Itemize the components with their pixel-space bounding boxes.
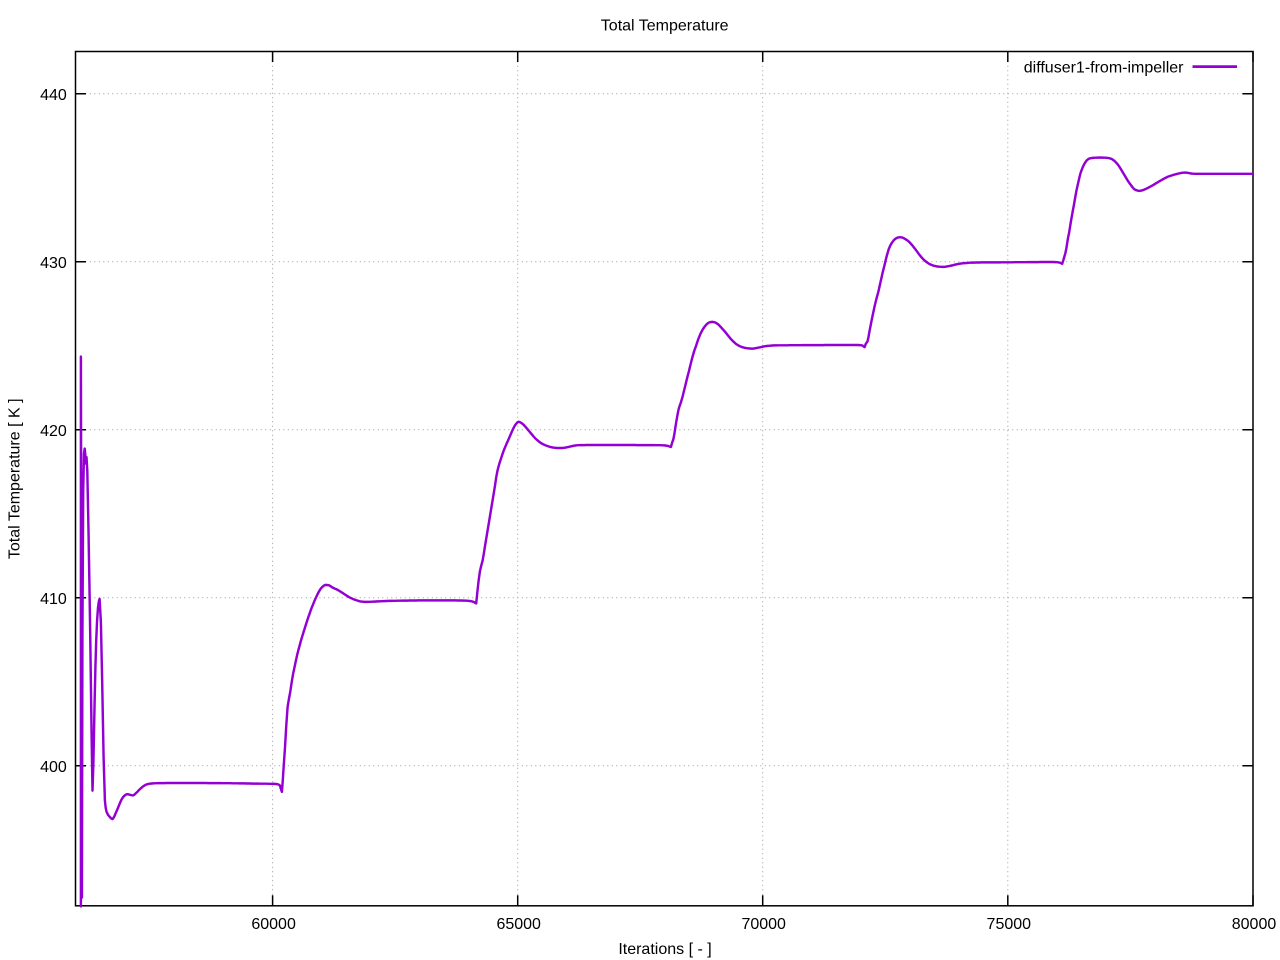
svg-text:410: 410 (40, 591, 67, 608)
svg-text:Total Temperature: Total Temperature (601, 18, 729, 35)
svg-text:diffuser1-from-impeller: diffuser1-from-impeller (1024, 59, 1184, 76)
svg-text:Total Temperature [ K ]: Total Temperature [ K ] (7, 398, 24, 559)
svg-text:65000: 65000 (496, 916, 541, 933)
svg-text:60000: 60000 (251, 916, 296, 933)
svg-text:420: 420 (40, 423, 67, 440)
svg-text:80000: 80000 (1232, 916, 1277, 933)
svg-text:75000: 75000 (987, 916, 1032, 933)
svg-text:440: 440 (40, 87, 67, 104)
svg-text:400: 400 (40, 759, 67, 776)
svg-text:70000: 70000 (741, 916, 786, 933)
svg-text:430: 430 (40, 255, 67, 272)
svg-text:Iterations [ - ]: Iterations [ - ] (618, 941, 711, 958)
